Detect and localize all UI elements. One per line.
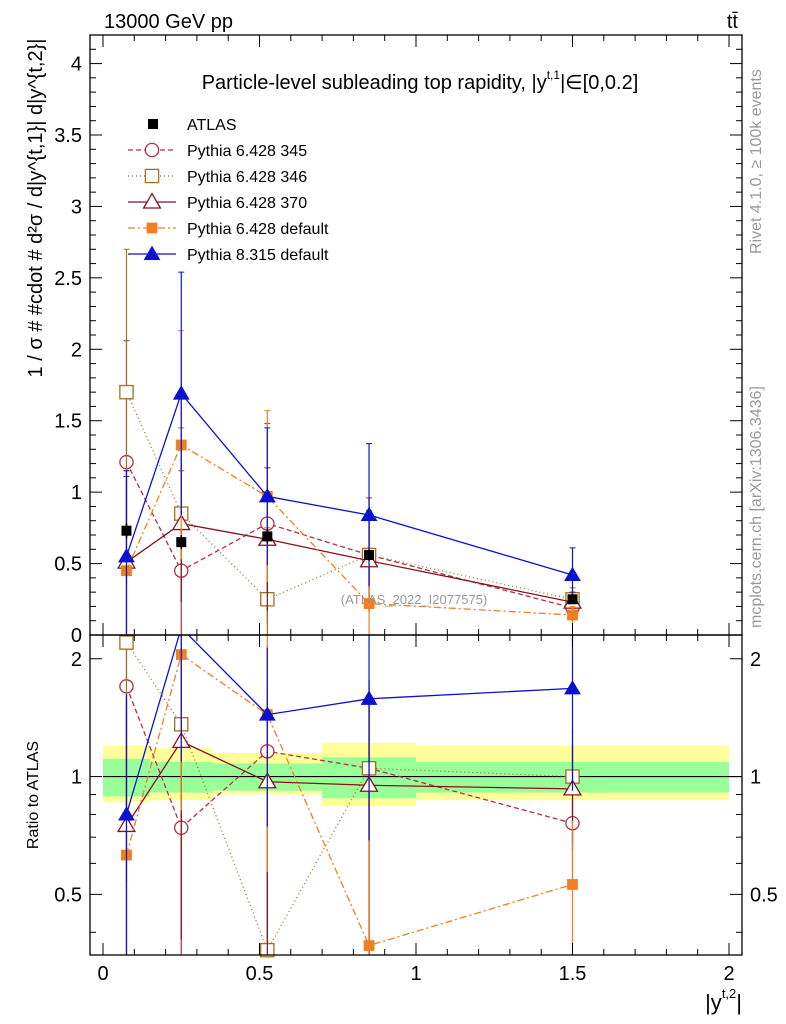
series-0-main — [119, 340, 580, 635]
marker-triangle — [258, 488, 276, 503]
marker-triangle — [360, 506, 378, 521]
marker-triangle — [142, 192, 162, 209]
marker-triangle — [118, 806, 135, 821]
x-axis-label-main: |y — [705, 990, 722, 1015]
series-line — [125, 392, 573, 576]
x-axis-label-sup: t,2 — [722, 986, 736, 1001]
y-tick-label: 4 — [71, 54, 82, 76]
legend: ATLAS Pythia 6.428 345 Pythia 6.428 346 Pyt… — [128, 117, 329, 264]
y-axis-label-main: 1 / σ # #cdot # d²σ / d|y^{t,1}| d|y^{t,… — [25, 39, 47, 378]
marker-square — [146, 222, 158, 234]
x-tick-label: 2 — [723, 963, 734, 985]
y-tick-label: 0.5 — [54, 554, 82, 576]
y-tick-label: 1 — [71, 767, 82, 789]
plot-title-main: Particle-level subleading top rapidity, … — [202, 72, 547, 94]
legend-label: Pythia 8.315 default — [187, 247, 329, 264]
legend-label: Pythia 6.428 345 — [187, 143, 307, 160]
data-point — [567, 594, 578, 605]
legend-label: Pythia 6.428 370 — [187, 195, 307, 212]
series-4-ratio — [118, 635, 581, 955]
series-4-main — [118, 271, 581, 635]
data-point — [364, 550, 375, 560]
x-tick-label: 0.5 — [246, 963, 274, 985]
series-line — [125, 653, 573, 947]
marker-triangle — [172, 385, 190, 400]
marker-square — [119, 384, 134, 400]
marker-square — [363, 940, 375, 951]
series-line — [125, 444, 573, 616]
y-tick-label: 0 — [71, 625, 82, 647]
axis-ticks — [90, 34, 742, 955]
x-tick-label: 1 — [410, 963, 421, 985]
legend-marker-atlas — [148, 119, 158, 129]
plot-title-tail: |∈[0,0.2] — [560, 72, 638, 94]
y-tick-label: 3.5 — [54, 125, 82, 147]
marker-triangle — [143, 245, 161, 260]
series-1-main — [119, 248, 580, 635]
energy-label: 13000 GeV pp — [104, 11, 233, 33]
legend-label: Pythia 6.428 default — [187, 221, 329, 238]
marker-square — [567, 609, 578, 621]
legend-label: Pythia 6.428 346 — [187, 169, 307, 186]
marker-circle — [144, 142, 160, 158]
y-tick-label: 1 — [71, 482, 82, 504]
y-tick-label: 1.5 — [54, 411, 82, 433]
data-point — [121, 525, 132, 536]
y-tick-label-right: 1 — [750, 767, 761, 789]
rivet-label: Rivet 4.1.0, ≥ 100k events — [748, 69, 765, 254]
marker-square — [363, 598, 375, 609]
x-tick-label: 1.5 — [559, 963, 587, 985]
series-line — [125, 391, 573, 601]
main-panel — [116, 248, 583, 635]
marker-triangle — [564, 566, 581, 581]
y-tick-label-right: 2 — [750, 649, 761, 671]
uncertainty-band — [103, 742, 729, 807]
x-tick-label: 0 — [97, 963, 108, 985]
marker-triangle — [118, 548, 135, 563]
marker-triangle — [360, 690, 378, 705]
y-tick-label-right: 0.5 — [750, 884, 778, 906]
mcplots-label: mcplots.cern.ch [arXiv:1306.3436] — [748, 386, 765, 628]
data-points — [121, 523, 578, 605]
y-tick-label: 2 — [71, 649, 82, 671]
data-point — [176, 537, 187, 548]
marker-triangle — [564, 679, 581, 695]
marker-triangle — [258, 706, 276, 721]
plot-title: Particle-level subleading top rapidity, … — [202, 68, 639, 94]
x-axis-label: |yt,2| — [705, 986, 742, 1015]
data-point — [262, 531, 273, 542]
y-tick-label: 2 — [71, 339, 82, 361]
y-tick-label: 2.5 — [54, 268, 82, 290]
x-axis-label-tail: | — [736, 990, 742, 1015]
marker-square — [119, 635, 134, 650]
y-axis-label-ratio: Ratio to ATLAS — [25, 741, 42, 849]
ratio-panel — [103, 635, 742, 958]
plot-title-sup: t,1 — [547, 68, 561, 82]
marker-square — [144, 168, 160, 184]
y-tick-label: 3 — [71, 196, 82, 218]
marker-square — [567, 879, 578, 890]
process-label: tt̄ — [727, 11, 739, 33]
y-tick-label: 0.5 — [54, 884, 82, 906]
watermark: (ATLAS_2022_I2077575) — [341, 592, 487, 607]
series-line — [125, 461, 573, 609]
legend-label-atlas: ATLAS — [187, 117, 237, 134]
